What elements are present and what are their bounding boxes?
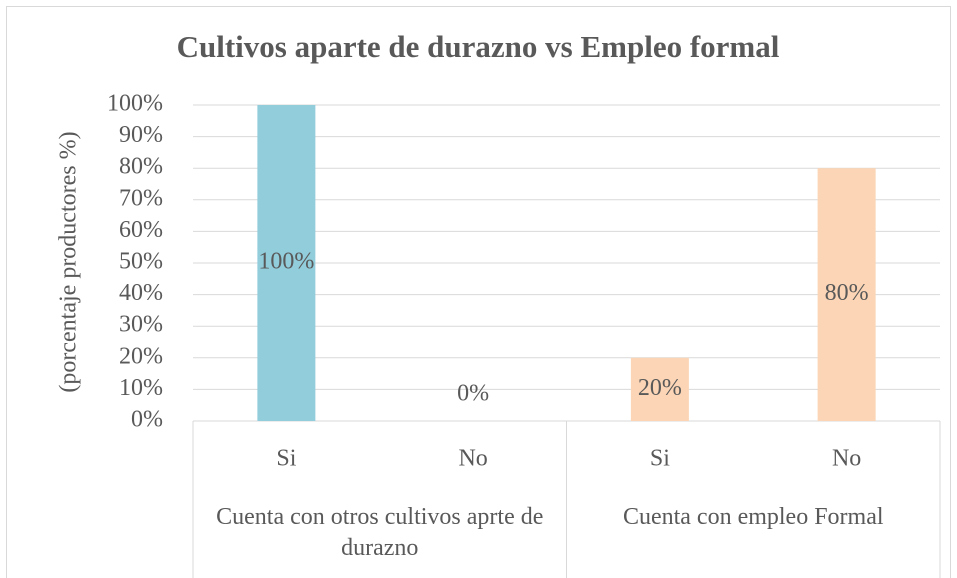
y-tick-label: 20% <box>119 343 163 369</box>
y-tick-label: 30% <box>119 312 163 338</box>
y-tick-label: 80% <box>119 154 163 180</box>
y-tick-label: 100% <box>107 91 163 117</box>
y-tick-label: 10% <box>119 375 163 401</box>
bar <box>817 168 876 421</box>
chart-title: Cultivos aparte de durazno vs Empleo for… <box>177 29 780 64</box>
data-label: 20% <box>638 375 682 401</box>
y-tick-label: 50% <box>119 249 163 275</box>
x-tick-label: Si <box>276 446 296 472</box>
y-tick-label: 90% <box>119 122 163 148</box>
y-axis-label: (porcentaje productores %) <box>56 131 82 392</box>
x-tick-label: Si <box>650 446 670 472</box>
data-label: 100% <box>258 249 314 275</box>
group-label: Cuenta con empleo Formal <box>622 504 884 530</box>
x-tick-label: No <box>458 446 487 472</box>
data-label: 80% <box>825 280 869 306</box>
y-tick-label: 40% <box>119 280 163 306</box>
y-tick-label: 60% <box>119 217 163 243</box>
bar <box>257 105 316 421</box>
data-label: 0% <box>457 381 489 407</box>
group-label: Cuenta con otros cultivos aprte de duraz… <box>216 504 544 561</box>
y-tick-label: 0% <box>131 407 163 433</box>
bar <box>630 357 689 421</box>
x-tick-label: No <box>832 446 861 472</box>
y-tick-label: 70% <box>119 185 163 211</box>
chart-border <box>6 6 951 578</box>
